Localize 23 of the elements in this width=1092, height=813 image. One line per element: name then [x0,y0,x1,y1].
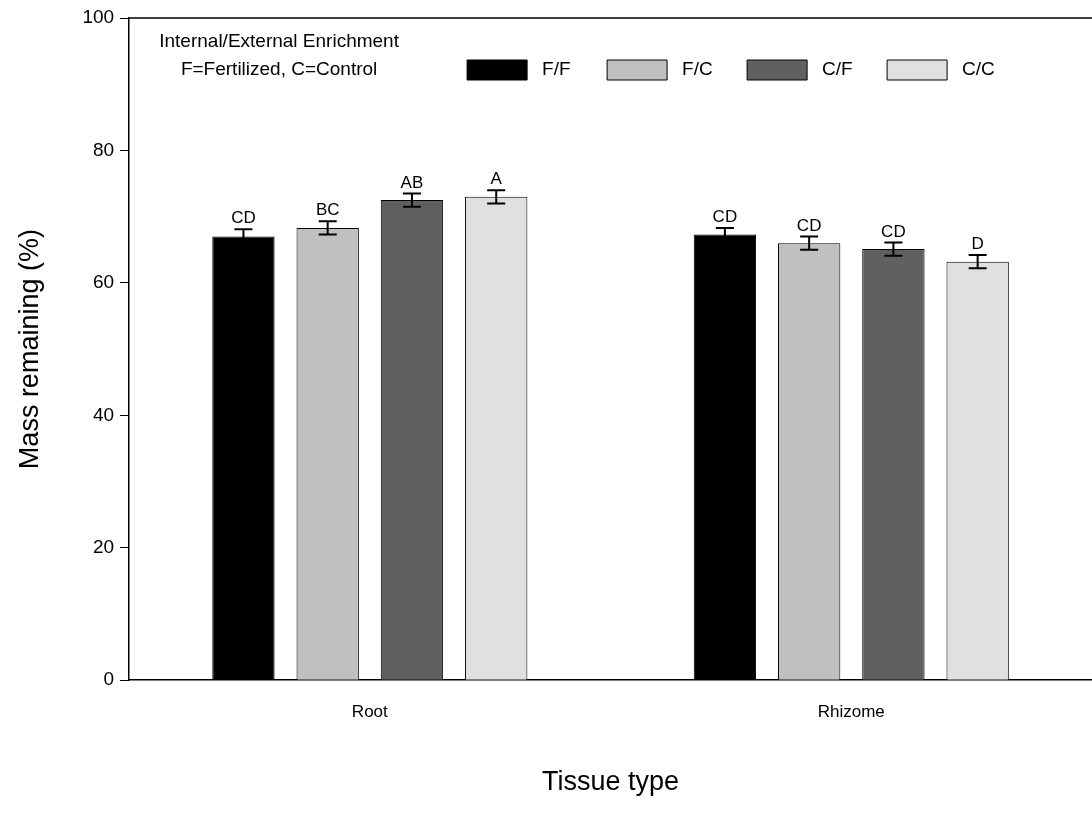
data-label: CD [796,215,822,235]
y-axis-title: Mass remaining (%) [13,229,44,470]
y-tick-label: 80 [92,138,115,160]
data-label: CD [231,208,256,228]
data-label: CD [881,221,906,241]
y-tick-label: 60 [92,271,115,293]
x-axis-title: Tissue type [542,766,680,797]
data-label: AB [400,172,424,192]
data-label: CD [712,207,738,227]
y-tick-label: 40 [92,403,115,425]
legend-label: F/F [542,58,571,80]
legend-label: C/F [822,58,853,80]
y-tick-label: 100 [82,6,115,28]
legend-label: C/C [962,58,995,80]
x-tick-label: Root [351,702,389,722]
data-label: D [971,234,984,254]
data-label: BC [315,200,340,220]
x-tick-label: Rhizome [817,702,885,722]
y-tick-label: 20 [92,535,115,557]
legend-label: F/C [682,58,713,80]
y-tick-label: 0 [103,668,115,690]
legend-title: Internal/External Enrichment F=Fertilized, C=Control [159,30,400,80]
data-label: A [490,169,503,189]
